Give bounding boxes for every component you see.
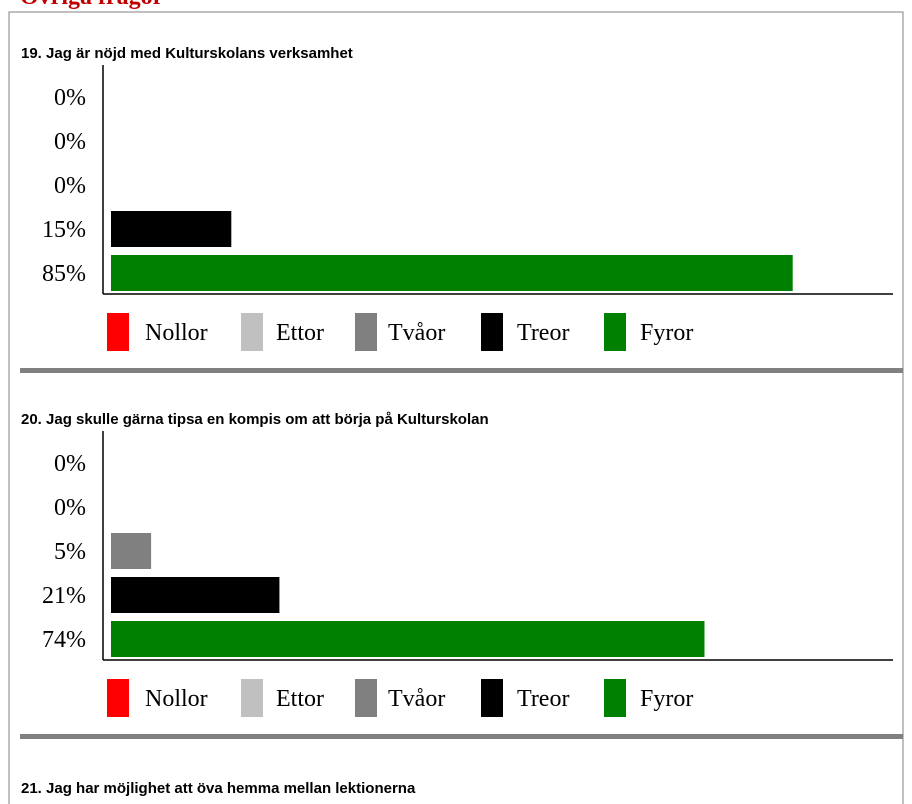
value-label: 0% — [54, 495, 86, 521]
separator — [20, 368, 903, 373]
heading: Övriga frågor — [20, 0, 164, 10]
legend-label: Treor — [517, 320, 569, 346]
legend-label: Tvåor — [388, 320, 445, 346]
value-label: 0% — [54, 85, 86, 111]
value-label: 74% — [42, 627, 86, 653]
bar — [111, 533, 152, 569]
legend-swatch — [481, 313, 503, 351]
legend-label: Nollor — [145, 686, 208, 712]
bar — [111, 211, 232, 247]
question-title: 19. Jag är nöjd med Kulturskolans verksa… — [21, 45, 353, 62]
question-title: 21. Jag har möjlighet att öva hemma mell… — [21, 780, 416, 797]
legend-label: Ettor — [276, 320, 324, 346]
legend-swatch — [107, 313, 129, 351]
legend-swatch — [481, 679, 503, 717]
legend-label: Ettor — [276, 686, 324, 712]
value-label: 15% — [42, 217, 86, 243]
legend-label: Fyror — [640, 320, 693, 346]
frame — [8, 11, 904, 804]
legend-swatch — [241, 313, 263, 351]
bar — [111, 577, 280, 613]
question-title: 20. Jag skulle gärna tipsa en kompis om … — [21, 411, 489, 428]
legend-label: Nollor — [145, 320, 208, 346]
legend-swatch — [107, 679, 129, 717]
bar — [111, 255, 793, 291]
value-label: 0% — [54, 451, 86, 477]
legend-swatch — [355, 679, 377, 717]
legend-swatch — [604, 313, 626, 351]
value-label: 85% — [42, 261, 86, 287]
bar — [111, 621, 705, 657]
legend-swatch — [355, 313, 377, 351]
value-label: 0% — [54, 129, 86, 155]
legend-label: Tvåor — [388, 686, 445, 712]
legend-label: Treor — [517, 686, 569, 712]
legend-swatch — [604, 679, 626, 717]
value-label: 21% — [42, 583, 86, 609]
value-label: 5% — [54, 539, 86, 565]
legend-swatch — [241, 679, 263, 717]
value-label: 0% — [54, 173, 86, 199]
legend-label: Fyror — [640, 686, 693, 712]
separator — [20, 734, 903, 739]
